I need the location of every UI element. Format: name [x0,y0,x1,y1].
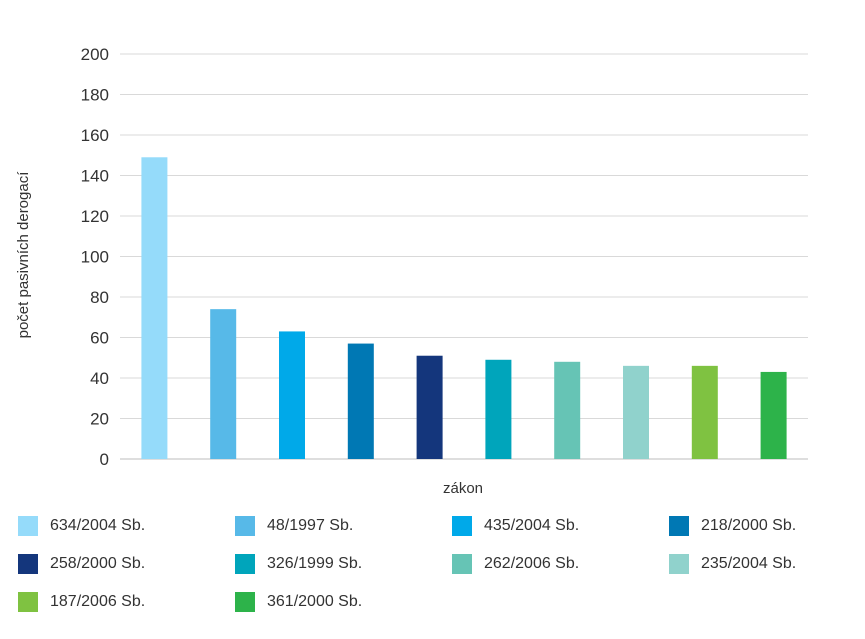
y-tick-label: 120 [81,207,109,226]
bar-2 [210,309,237,459]
y-tick-label: 40 [90,369,109,388]
legend-swatch [235,516,255,536]
y-tick-label: 140 [81,167,109,186]
y-axis-label: počet pasivních derogací [15,171,32,339]
legend-item: 218/2000 Sb. [669,516,849,536]
legend-swatch [18,516,38,536]
legend-swatch [452,554,472,574]
bar-9 [691,365,718,459]
bar-chart: 0 20 40 60 80 100 120 140 160 180 200 počet pasivn… [15,45,808,497]
legend-swatch [18,592,38,612]
x-axis-label: zákon [443,480,483,497]
legend-swatch [669,516,689,536]
bar-1 [141,157,168,459]
legend-swatch [235,554,255,574]
y-tick-label: 0 [100,450,109,469]
legend-item: 258/2000 Sb. [18,554,235,574]
bar-10 [760,371,787,459]
legend-item: 235/2004 Sb. [669,554,849,574]
legend-label: 634/2004 Sb. [50,517,146,534]
legend-item: 48/1997 Sb. [235,516,452,536]
legend-item: 326/1999 Sb. [235,554,452,574]
legend-item: 361/2000 Sb. [235,592,452,612]
y-tick-label: 200 [81,45,109,64]
legend-label: 262/2006 Sb. [484,555,580,572]
legend-label: 187/2006 Sb. [50,593,146,610]
legend-label: 258/2000 Sb. [50,555,146,572]
legend-label: 435/2004 Sb. [484,517,580,534]
y-tick-label: 20 [90,410,109,429]
legend-swatch [669,554,689,574]
bar-5 [416,355,443,459]
bar-4 [347,343,374,459]
legend-item: 435/2004 Sb. [452,516,669,536]
bars [141,157,787,459]
legend-item: 262/2006 Sb. [452,554,669,574]
y-tick-label: 80 [90,288,109,307]
legend-swatch [18,554,38,574]
y-tick-label: 180 [81,86,109,105]
y-tick-label: 60 [90,329,109,348]
bar-3 [279,331,305,459]
y-axis-ticks: 0 20 40 60 80 100 120 140 160 180 200 [81,45,109,469]
bar-7 [554,361,581,459]
legend-item: 634/2004 Sb. [18,516,235,536]
legend-label: 361/2000 Sb. [267,593,363,610]
legend-swatch [452,516,472,536]
bar-6 [485,359,512,459]
y-tick-label: 160 [81,126,109,145]
y-tick-label: 100 [81,248,109,267]
legend-label: 48/1997 Sb. [267,517,354,534]
legend: 634/2004 Sb. 48/1997 Sb. 435/2004 Sb. 218/2… [18,516,848,612]
legend-label: 235/2004 Sb. [701,555,797,572]
bar-8 [623,365,649,459]
legend-label: 326/1999 Sb. [267,555,363,572]
legend-label: 218/2000 Sb. [701,517,797,534]
legend-item: 187/2006 Sb. [18,592,235,612]
legend-swatch [235,592,255,612]
